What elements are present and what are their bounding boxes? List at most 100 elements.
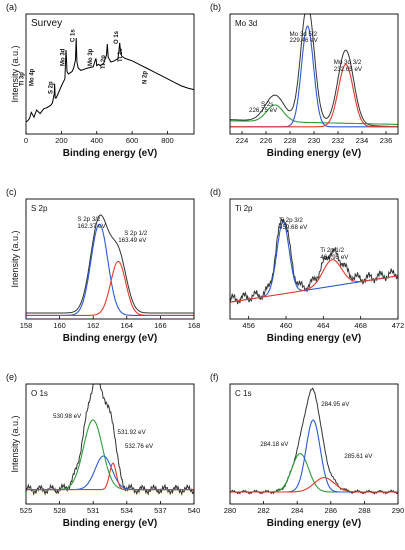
y-axis-label: Intensity (a.u.) xyxy=(10,415,20,472)
plot-frame xyxy=(229,383,399,505)
panel-title: Survey xyxy=(31,18,62,29)
x-tick-label: 540 xyxy=(188,506,201,515)
peak-annotation: O 1s xyxy=(114,30,120,44)
series-line-1 xyxy=(230,104,398,125)
x-tick-label: 286 xyxy=(325,506,338,515)
panel-title: S 2p xyxy=(31,204,48,213)
panel-title: O 1s xyxy=(31,389,48,398)
peak-annotation: Mo 3d xyxy=(61,48,67,66)
x-tick-label: 166 xyxy=(154,321,167,330)
peak-annotation: N 2p xyxy=(142,71,148,84)
plot-frame xyxy=(25,198,195,320)
x-tick-label: 600 xyxy=(126,136,139,145)
peak-annotation: 232.65 eV xyxy=(334,66,363,73)
peak-annotation: Ti 3p xyxy=(19,72,25,86)
panel-title: Ti 2p xyxy=(235,204,253,213)
x-tick-label: 162 xyxy=(87,321,100,330)
peak-annotation: 464.95 eV xyxy=(320,254,349,261)
plot-frame xyxy=(229,198,399,320)
peak-annotation: Ti 2s xyxy=(118,48,124,62)
series-line-0 xyxy=(230,13,398,128)
series-line-0 xyxy=(25,383,195,497)
series-line-1 xyxy=(26,419,194,491)
series-line-2 xyxy=(229,259,399,303)
peak-annotation: 229.46 eV xyxy=(290,37,319,44)
x-tick-label: 228 xyxy=(284,136,297,145)
peak-annotation: S 2p xyxy=(49,81,55,94)
x-tick-label: 464 xyxy=(317,321,330,330)
panel-5: (f) 280 282 284 286 288 290 Binding energy (eV)… xyxy=(210,372,404,529)
panel-title: C 1s xyxy=(235,389,251,398)
series-line-3 xyxy=(230,477,398,493)
series-line-0 xyxy=(25,37,195,123)
x-tick-label: 226 xyxy=(260,136,273,145)
y-axis-label: Intensity (a.u.) xyxy=(10,230,20,287)
x-tick-label: 0 xyxy=(24,136,28,145)
x-tick-label: 234 xyxy=(356,136,369,145)
peak-annotation: 226.75 eV xyxy=(249,107,278,114)
peak-annotation: 284.95 eV xyxy=(321,401,350,408)
x-axis-label: Binding energy (eV) xyxy=(63,148,157,159)
peak-annotation: S 2p 3/2 xyxy=(77,216,101,223)
peak-annotation: S 2s xyxy=(261,101,273,108)
x-tick-label: 284 xyxy=(291,506,304,515)
panel-title: Mo 3d xyxy=(235,19,257,28)
series-line-0 xyxy=(229,217,399,305)
x-tick-label: 160 xyxy=(53,321,66,330)
panel-label: (e) xyxy=(6,372,17,382)
peak-annotation: 530.98 eV xyxy=(53,413,82,420)
x-tick-label: 456 xyxy=(242,321,255,330)
x-tick-label: 282 xyxy=(257,506,270,515)
x-tick-label: 528 xyxy=(53,506,66,515)
panel-4: (e) 525 528 531 534 537 540 Binding energy (eV)… xyxy=(6,372,200,529)
series-line-1 xyxy=(230,453,398,493)
series-line-0 xyxy=(229,387,399,495)
peak-annotation: 459.68 eV xyxy=(279,224,308,231)
series-line-2 xyxy=(26,260,194,316)
panel-label: (d) xyxy=(210,187,221,197)
x-tick-label: 531 xyxy=(87,506,100,515)
x-tick-label: 472 xyxy=(392,321,405,330)
x-tick-label: 232 xyxy=(332,136,345,145)
peak-annotation: Ti 2p 3/2 xyxy=(279,217,303,224)
peak-annotation: S 2p 1/2 xyxy=(124,230,148,237)
peak-annotation: Ti 2p 1/2 xyxy=(320,247,344,254)
x-axis-label: Binding energy (eV) xyxy=(267,333,361,344)
x-tick-label: 537 xyxy=(154,506,167,515)
x-tick-label: 200 xyxy=(55,136,68,145)
x-tick-label: 158 xyxy=(20,321,33,330)
x-axis-label: Binding energy (eV) xyxy=(63,333,157,344)
x-tick-label: 400 xyxy=(90,136,103,145)
peak-annotation: 162.37 eV xyxy=(77,223,106,230)
x-tick-label: 288 xyxy=(358,506,371,515)
x-tick-label: 468 xyxy=(354,321,367,330)
x-tick-label: 800 xyxy=(161,136,174,145)
y-axis-label: Intensity (a.u.) xyxy=(10,45,20,102)
peak-annotation: 532.76 eV xyxy=(125,443,154,450)
panel-label: (b) xyxy=(210,2,221,12)
x-tick-label: 230 xyxy=(308,136,321,145)
panel-label: (a) xyxy=(6,2,17,12)
x-tick-label: 164 xyxy=(121,321,134,330)
panel-label: (c) xyxy=(6,187,17,197)
x-tick-label: 224 xyxy=(236,136,249,145)
peak-annotation: 531.92 eV xyxy=(118,429,147,436)
peak-annotation: 163.49 eV xyxy=(118,237,147,244)
x-tick-label: 534 xyxy=(121,506,134,515)
series-line-0 xyxy=(26,214,194,314)
peak-annotation: Ti 2p xyxy=(101,55,107,69)
x-tick-label: 525 xyxy=(20,506,33,515)
peak-annotation: Mo 4p xyxy=(29,68,35,86)
x-tick-label: 290 xyxy=(392,506,405,515)
x-tick-label: 168 xyxy=(188,321,201,330)
x-axis-label: Binding energy (eV) xyxy=(267,148,361,159)
peak-annotation: Mo 3d 5/2 xyxy=(290,31,318,38)
series-line-1 xyxy=(229,221,399,303)
panel-2: (c) 158 160 162 164 166 168 Binding energy (eV)… xyxy=(6,187,200,344)
series-line-3 xyxy=(230,63,398,128)
panel-3: (d) 456 460 464 468 472 Binding energy (eV) Ti … xyxy=(210,187,404,344)
panel-0: (a) 0 200 400 600 800 Binding energy (eV) Inten… xyxy=(6,2,195,159)
x-axis-label: Binding energy (eV) xyxy=(267,518,361,529)
x-tick-label: 460 xyxy=(280,321,293,330)
